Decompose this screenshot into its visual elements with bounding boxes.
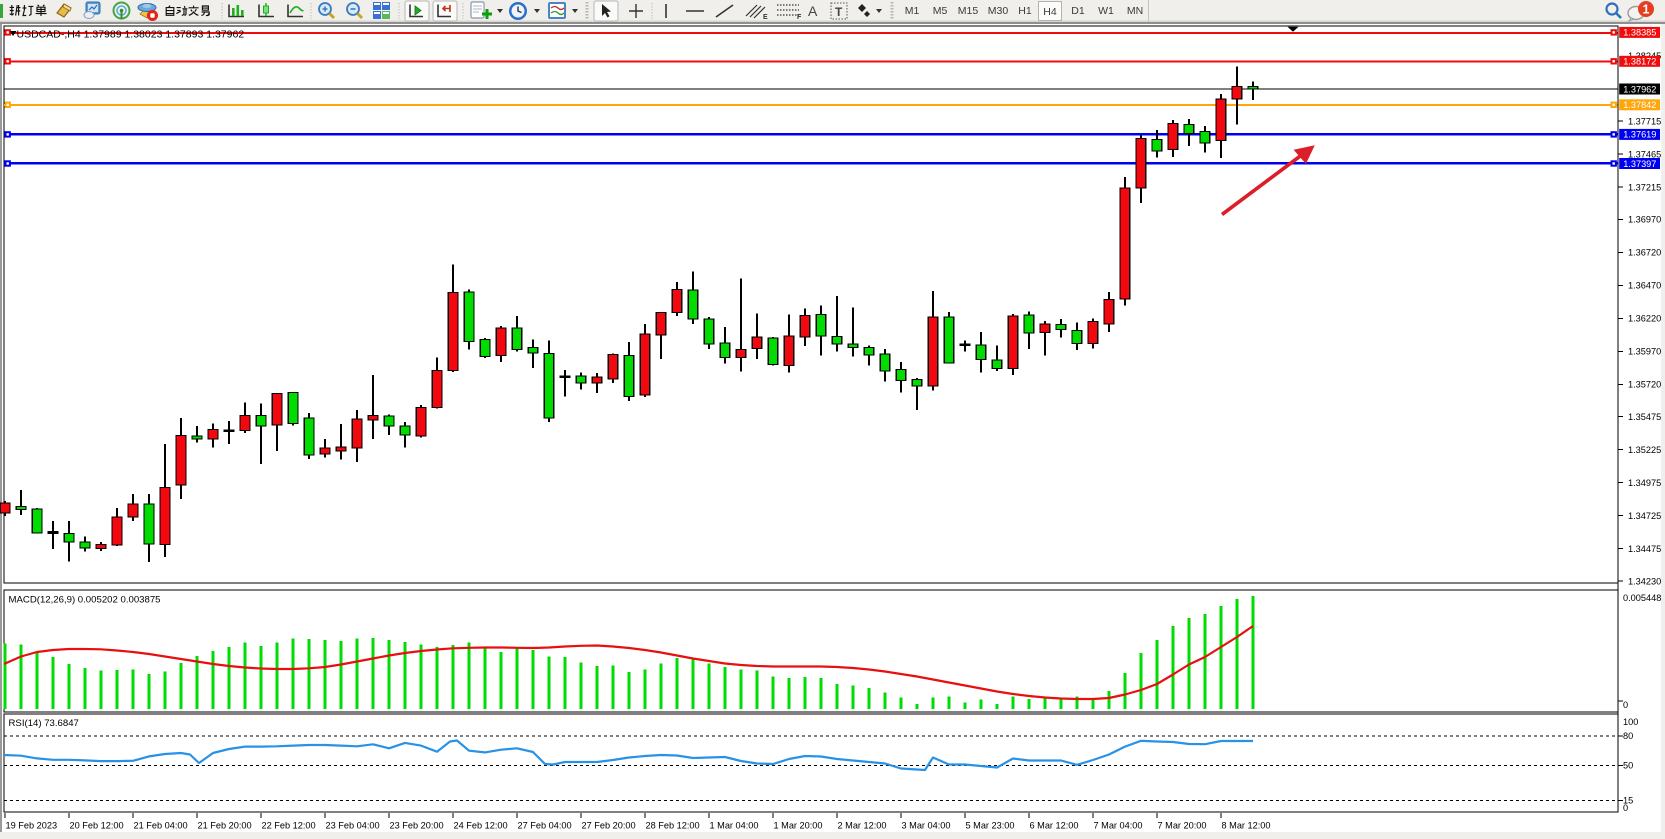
svg-text:21 Feb 20:00: 21 Feb 20:00	[198, 821, 252, 831]
svg-text:1.34975: 1.34975	[1628, 478, 1661, 488]
svg-text:50: 50	[1623, 761, 1633, 771]
svg-text:1.36470: 1.36470	[1628, 281, 1661, 291]
svg-text:22 Feb 12:00: 22 Feb 12:00	[262, 821, 316, 831]
svg-text:0.005448: 0.005448	[1623, 593, 1661, 603]
svg-text:8 Mar 12:00: 8 Mar 12:00	[1222, 821, 1271, 831]
svg-text:20 Feb 12:00: 20 Feb 12:00	[70, 821, 124, 831]
svg-text:80: 80	[1623, 731, 1633, 741]
svg-text:1.35475: 1.35475	[1628, 412, 1661, 422]
svg-text:1 Mar 04:00: 1 Mar 04:00	[710, 821, 759, 831]
svg-text:24 Feb 12:00: 24 Feb 12:00	[454, 821, 508, 831]
svg-text:F: F	[797, 14, 802, 21]
svg-text:23 Feb 20:00: 23 Feb 20:00	[390, 821, 444, 831]
svg-text:1.34725: 1.34725	[1628, 511, 1661, 521]
svg-text:1.37962: 1.37962	[1623, 84, 1656, 94]
svg-text:5 Mar 23:00: 5 Mar 23:00	[966, 821, 1015, 831]
svg-text:MACD(12,26,9) 0.005202 0.00387: MACD(12,26,9) 0.005202 0.003875	[9, 595, 161, 606]
svg-text:7 Mar 04:00: 7 Mar 04:00	[1094, 821, 1143, 831]
svg-text:1.38385: 1.38385	[1623, 28, 1656, 38]
svg-text:27 Feb 20:00: 27 Feb 20:00	[582, 821, 636, 831]
svg-text:1.38172: 1.38172	[1623, 57, 1656, 67]
svg-text:23 Feb 04:00: 23 Feb 04:00	[326, 821, 380, 831]
svg-text:1.35720: 1.35720	[1628, 380, 1661, 390]
svg-text:1.34230: 1.34230	[1628, 576, 1661, 586]
svg-text:6 Mar 12:00: 6 Mar 12:00	[1030, 821, 1079, 831]
svg-text:1.37465: 1.37465	[1628, 149, 1661, 159]
svg-text:1.35225: 1.35225	[1628, 445, 1661, 455]
svg-text:0: 0	[1623, 803, 1628, 813]
svg-text:1.36720: 1.36720	[1628, 248, 1661, 258]
svg-text:1: 1	[1643, 3, 1650, 17]
svg-text:1.37619: 1.37619	[1623, 130, 1656, 140]
svg-text:28 Feb 12:00: 28 Feb 12:00	[646, 821, 700, 831]
svg-text:1.37215: 1.37215	[1628, 182, 1661, 192]
svg-text:1.37715: 1.37715	[1628, 116, 1661, 126]
svg-text:1.37397: 1.37397	[1623, 159, 1656, 169]
svg-text:7 Mar 20:00: 7 Mar 20:00	[1158, 821, 1207, 831]
svg-text:1.35970: 1.35970	[1628, 347, 1661, 357]
svg-text:19 Feb 2023: 19 Feb 2023	[6, 821, 58, 831]
svg-text:USDCAD-,H4 1.37989 1.38023 1.: USDCAD-,H4 1.37989 1.38023 1.37893 1.379…	[17, 28, 245, 40]
svg-text:RSI(14) 73.6847: RSI(14) 73.6847	[9, 718, 79, 729]
svg-text:15: 15	[1623, 796, 1633, 806]
svg-text:27 Feb 04:00: 27 Feb 04:00	[518, 821, 572, 831]
svg-text:E: E	[763, 14, 768, 21]
svg-text:1.34475: 1.34475	[1628, 544, 1661, 554]
svg-text:1.36970: 1.36970	[1628, 215, 1661, 225]
svg-text:1.37842: 1.37842	[1623, 100, 1656, 110]
svg-text:21 Feb 04:00: 21 Feb 04:00	[134, 821, 188, 831]
svg-text:T: T	[835, 5, 843, 19]
svg-text:100: 100	[1623, 717, 1638, 727]
svg-text:1 Mar 20:00: 1 Mar 20:00	[774, 821, 823, 831]
svg-text:1.36220: 1.36220	[1628, 314, 1661, 324]
svg-text:0: 0	[1623, 700, 1628, 710]
svg-text:2 Mar 12:00: 2 Mar 12:00	[838, 821, 887, 831]
svg-text:A: A	[808, 3, 818, 19]
svg-text:3 Mar 04:00: 3 Mar 04:00	[902, 821, 951, 831]
